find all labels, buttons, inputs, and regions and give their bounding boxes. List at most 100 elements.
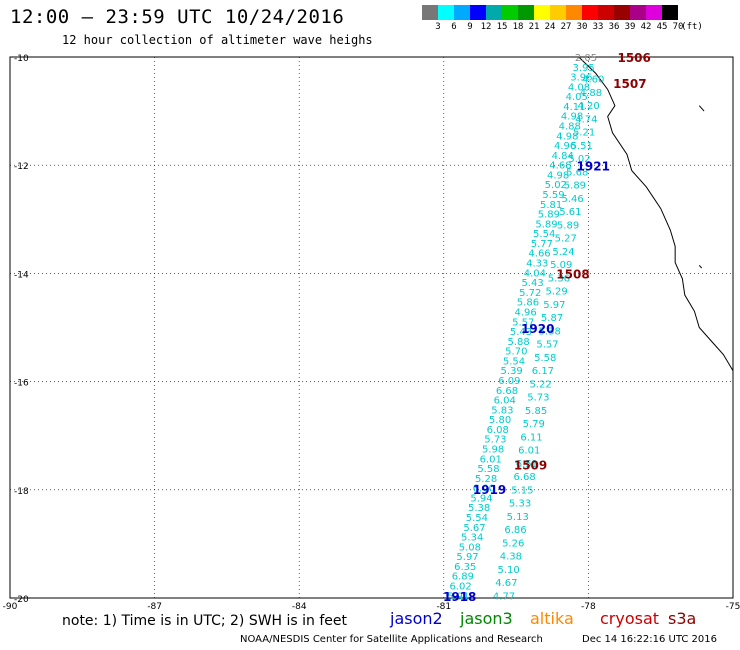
satellite-label-jason3: jason3 — [460, 609, 513, 628]
swh-value: 5.43 — [521, 278, 543, 289]
swh-value: 4.67 — [495, 578, 517, 589]
pass-number-label: 1921 — [577, 159, 610, 173]
lon-tick-label: -75 — [726, 602, 740, 610]
swh-value: 5.97 — [543, 300, 565, 311]
timestamp-text: Dec 14 16:22:16 UTC 2016 — [582, 634, 717, 645]
scale-label: 30 — [576, 22, 588, 32]
scale-swatch — [550, 5, 566, 20]
swh-value: 5.89 — [538, 210, 560, 221]
swh-value: 5.68 — [566, 167, 588, 178]
swh-value: 4.20 — [578, 101, 600, 112]
scale-swatch — [502, 5, 518, 20]
swh-value: 6.09 — [498, 376, 520, 387]
swh-value: 5.29 — [546, 287, 568, 298]
scale-swatch — [566, 5, 582, 20]
swh-value: 6.01 — [518, 446, 540, 457]
scale-swatch — [614, 5, 630, 20]
lon-tick-label: -84 — [292, 602, 307, 610]
swh-value: 5.89 — [535, 219, 557, 230]
scale-label: 9 — [467, 22, 473, 32]
swh-value: 4.66 — [528, 249, 550, 260]
swh-value: 4.96 — [514, 307, 536, 318]
scale-label: 39 — [624, 22, 636, 32]
credit-text: NOAA/NESDIS Center for Satellite Applica… — [240, 634, 543, 645]
map-subtitle: 12 hour collection of altimeter wave hei… — [62, 33, 373, 47]
swh-value: 5.43 — [510, 327, 532, 338]
scale-label: 45 — [656, 22, 668, 32]
swh-value: 5.59 — [542, 190, 564, 201]
scale-swatch — [534, 5, 550, 20]
lat-tick-label: -10 — [14, 54, 29, 64]
swh-value: 4.84 — [552, 151, 574, 162]
swh-value: 4.96 — [554, 141, 576, 152]
swh-value: 4.68 — [549, 161, 571, 172]
swh-value: 6.02 — [449, 582, 471, 593]
swh-value: 5.22 — [529, 379, 551, 390]
swh-value: 5.61 — [559, 207, 581, 218]
swh-value: 4.98 — [556, 131, 578, 142]
island-path — [698, 105, 705, 112]
swh-value: 6.17 — [532, 366, 554, 377]
scale-label: 36 — [608, 22, 620, 32]
swh-value: 4.88 — [559, 122, 581, 133]
coastline — [578, 56, 734, 372]
swh-value: 6.11 — [520, 432, 542, 443]
pass-number-label: 1509 — [514, 458, 547, 472]
swh-value: 5.54 — [503, 356, 525, 367]
swh-value: 5.83 — [491, 405, 513, 416]
color-scale-labels: 3 6 9 12 15 18 21 24 27 30 33 36 39 42 45 70 (ft) — [422, 22, 740, 36]
swh-value: 6.35 — [454, 562, 476, 573]
scale-swatch — [422, 5, 438, 20]
scale-unit: (ft) — [681, 22, 703, 32]
swh-value: 5.87 — [541, 313, 563, 324]
pass-number-label: 1507 — [613, 77, 646, 91]
swh-value: 5.02 — [545, 180, 567, 191]
swh-value: 4.77 — [493, 591, 515, 602]
scale-swatch — [582, 5, 598, 20]
swh-value: 4.05 — [566, 92, 588, 103]
map-title: 12:00 — 23:59 UTC 10/24/2016 — [10, 6, 345, 28]
swh-value: 5.54 — [466, 513, 488, 524]
pass-labels: 1506 1507 1921 1508 1920 1509 1919 1918 — [443, 51, 651, 604]
swh-value: 5.15 — [511, 485, 533, 496]
swh-value: 4.04 — [524, 268, 546, 279]
swh-value: 5.73 — [484, 435, 506, 446]
scale-label: 18 — [512, 22, 524, 32]
swh-value: 6.86 — [504, 525, 526, 536]
swh-value: 5.89 — [564, 181, 586, 192]
swh-value: 4.38 — [500, 552, 522, 563]
lat-tick-label: -12 — [14, 162, 29, 172]
pass-number-label: 1919 — [473, 483, 506, 497]
scale-swatch — [486, 5, 502, 20]
swh-value: 5.58 — [477, 464, 499, 475]
swh-value: 5.70 — [505, 347, 527, 358]
swh-value: 5.73 — [527, 393, 549, 404]
swh-value: 5.27 — [555, 234, 577, 245]
swh-value: 5.24 — [552, 247, 574, 258]
satellite-label-cryosat: cryosat — [600, 609, 660, 628]
swh-value: 5.36 — [548, 273, 570, 284]
lat-tick-label: -18 — [14, 487, 29, 497]
swh-value: 6.08 — [487, 425, 509, 436]
scale-swatch — [662, 5, 678, 20]
swh-value: 6.51 — [516, 459, 538, 470]
lat-tick-label: -20 — [14, 595, 29, 605]
swh-value: 5.58 — [534, 353, 556, 364]
swh-value: 5.85 — [525, 406, 547, 417]
swh-value: 5.97 — [456, 552, 478, 563]
swh-value: 6.01 — [480, 454, 502, 465]
swh-value: 4.08 — [568, 82, 590, 93]
scale-label: 3 — [435, 22, 441, 32]
scale-swatch — [630, 5, 646, 20]
map-grid: -10 -12 -14 -16 -18 -20-90 -87 -84 -81 -78 -75 — [3, 54, 740, 610]
scale-label: 24 — [544, 22, 556, 32]
swh-value: 4.11 — [563, 102, 585, 113]
swh-value: 5.80 — [489, 415, 511, 426]
swh-value: 5.38 — [468, 503, 490, 514]
swh-value: 5.91 — [447, 591, 469, 602]
scale-swatch — [470, 5, 486, 20]
swh-value: 5.34 — [461, 533, 483, 544]
scale-label: 27 — [560, 22, 572, 32]
scale-swatch — [518, 5, 534, 20]
lon-tick-label: -78 — [581, 602, 596, 610]
